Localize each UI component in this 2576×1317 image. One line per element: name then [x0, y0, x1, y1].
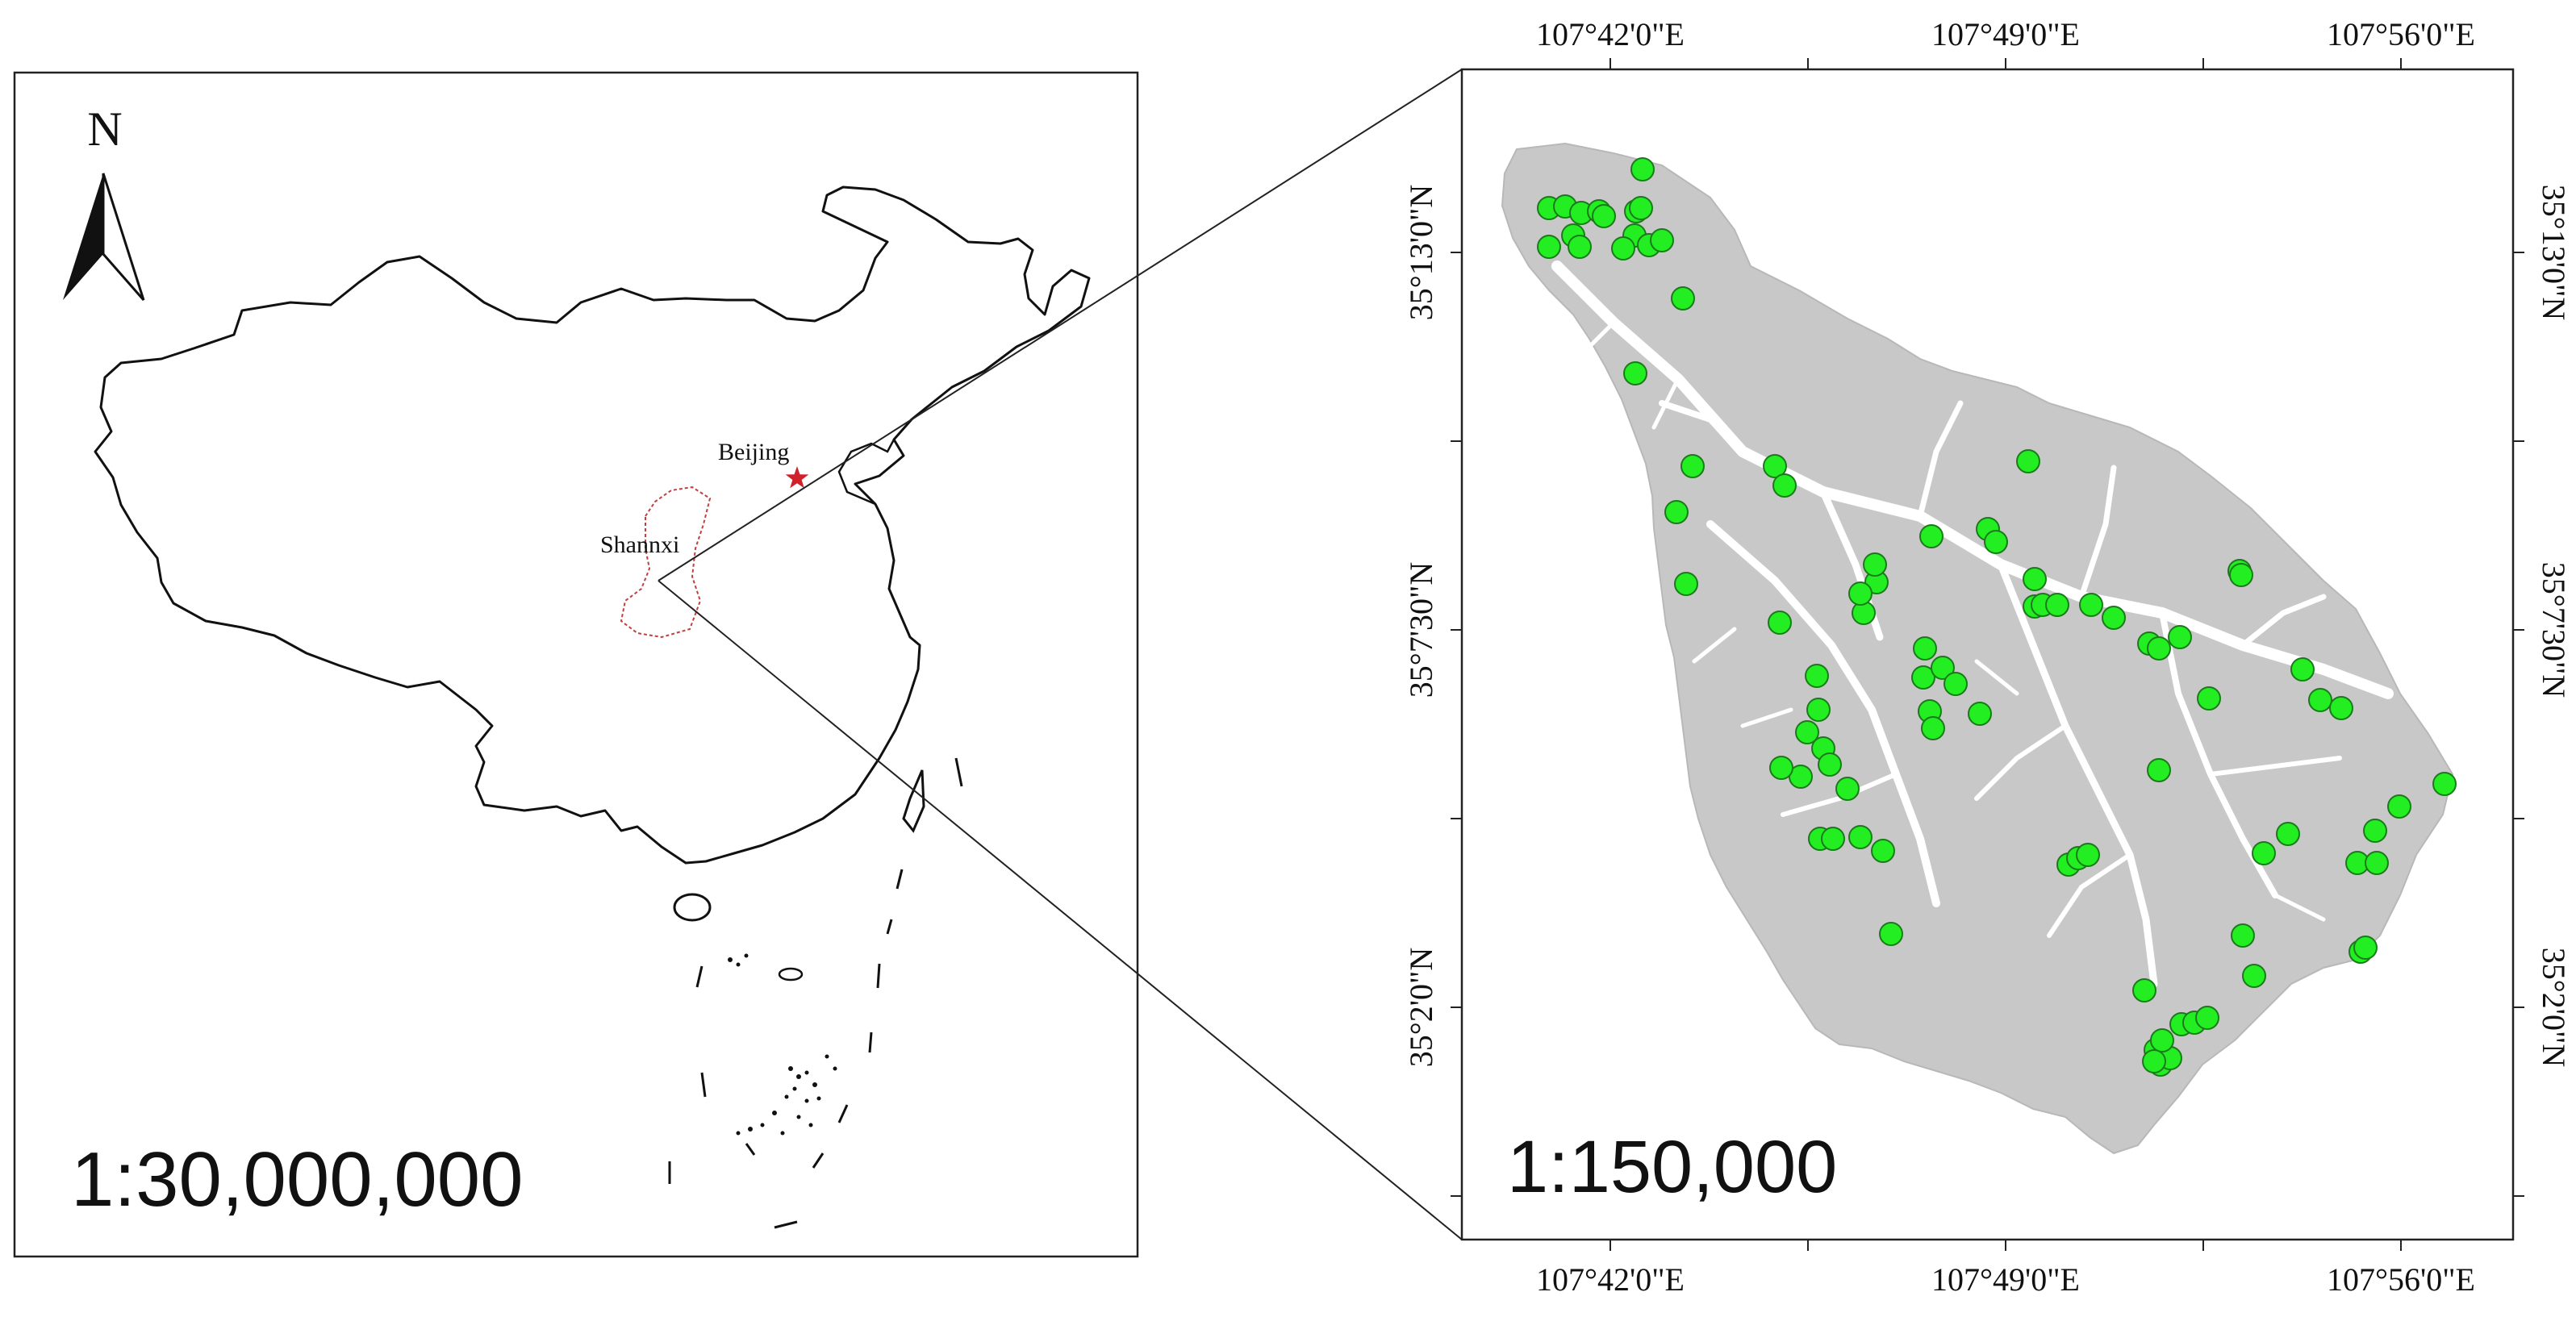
overview-map: N [13, 71, 1139, 1258]
bottom-tick-label-2: 107°49'0"E [1931, 1261, 2080, 1298]
sample-point-57 [2102, 606, 2126, 630]
sample-point-86 [2195, 1006, 2219, 1030]
sample-point-90 [2142, 1049, 2166, 1073]
sample-point-22 [1772, 473, 1797, 498]
study-area [1501, 143, 2453, 1154]
sample-point-74 [2252, 841, 2276, 865]
top-tick-label-1: 107°42'0"E [1536, 16, 1685, 52]
north-label: N [87, 102, 122, 156]
sample-point-65 [2290, 657, 2315, 681]
sample-point-88 [2365, 851, 2389, 875]
top-tick-label-2: 107°49'0"E [1931, 16, 2080, 52]
sample-point-48 [1919, 524, 1943, 548]
sample-point-38 [1848, 581, 1873, 606]
callout-lines [658, 69, 1463, 1240]
hainan-island [673, 893, 712, 922]
top-tick-label-3: 107°56'0"E [2327, 16, 2475, 52]
south-china-sea-dashes [668, 757, 963, 1229]
china-outline [94, 185, 1091, 865]
north-arrow-icon: N [63, 102, 145, 301]
sample-point-31 [1835, 777, 1860, 801]
sample-point-20 [1674, 572, 1698, 596]
sample-point-23 [1768, 611, 1792, 635]
sample-point-52 [2023, 567, 2047, 591]
south-sea-islets [728, 953, 837, 1136]
sample-point-40 [1879, 922, 1903, 946]
sample-point-18 [1680, 454, 1705, 478]
sample-point-45 [1921, 716, 1945, 740]
bottom-tick-label-3: 107°56'0"E [2327, 1261, 2475, 1298]
sample-point-66 [2308, 688, 2332, 712]
sample-point-33 [1821, 827, 1845, 851]
sample-point-25 [1806, 698, 1831, 722]
sample-point-17 [1623, 361, 1647, 386]
sample-point-43 [1943, 672, 1968, 696]
sample-point-34 [1848, 825, 1873, 849]
south-sea-island [778, 967, 804, 981]
sample-point-56 [2079, 593, 2103, 617]
red-star-icon [785, 466, 809, 489]
sample-point-60 [2168, 625, 2192, 649]
frame-ticks [1451, 58, 2524, 1251]
sample-point-29 [1769, 756, 1793, 780]
sample-point-10 [1630, 157, 1655, 181]
sample-point-7 [1568, 235, 1592, 259]
taiwan-island [902, 769, 925, 833]
sample-point-62 [2197, 686, 2221, 711]
sample-point-41 [1911, 665, 1935, 690]
sample-point-26 [1795, 720, 1819, 744]
sample-point-5 [1537, 235, 1561, 259]
sample-point-75 [2276, 822, 2300, 846]
left-tick-label-2: 35°7'30"N [1403, 562, 1439, 698]
sample-point-73 [2242, 964, 2266, 988]
sample-point-87 [2150, 1028, 2174, 1052]
sample-points [1537, 157, 2457, 1077]
detail-scale-text: 1:150,000 [1507, 1126, 1837, 1208]
sample-point-19 [1664, 500, 1689, 524]
sample-point-30 [1818, 752, 1842, 777]
sample-point-12 [1629, 196, 1653, 220]
sample-point-64 [2229, 563, 2253, 587]
detail-map: 107°42'0"E 107°49'0"E 107°56'0"E 107°42'… [1403, 16, 2572, 1298]
bottom-tick-label-1: 107°42'0"E [1536, 1261, 1685, 1298]
sample-point-78 [2387, 794, 2411, 819]
sample-point-39 [1863, 552, 1887, 577]
left-tick-label-1: 35°13'0"N [1403, 185, 1439, 320]
sample-point-72 [2231, 923, 2255, 948]
sample-point-51 [2016, 449, 2040, 473]
sample-point-35 [1871, 839, 1895, 863]
sample-point-24 [1805, 664, 1829, 688]
sample-point-61 [2147, 758, 2171, 782]
sample-point-59 [2147, 636, 2171, 661]
shannxi-label: Shannxi [600, 531, 679, 558]
left-tick-label-3: 35°2'0"N [1403, 948, 1439, 1067]
sample-point-50 [1984, 530, 2008, 554]
right-tick-label-3: 35°2'0"N [2536, 948, 2572, 1067]
sample-point-70 [2076, 843, 2100, 867]
overview-scale-text: 1:30,000,000 [71, 1136, 524, 1223]
right-tick-label-1: 35°13'0"N [2536, 185, 2572, 320]
sample-point-55 [2045, 593, 2069, 617]
sample-point-77 [2363, 819, 2387, 843]
sample-point-46 [1968, 702, 1992, 726]
sample-point-42 [1931, 656, 1955, 680]
shaanxi-province-outline [620, 486, 712, 639]
right-tick-label-2: 35°7'30"N [2536, 562, 2572, 698]
sample-point-79 [2432, 772, 2457, 796]
sample-point-16 [1671, 286, 1695, 310]
sample-point-13 [1611, 236, 1635, 260]
sample-point-89 [2353, 936, 2378, 960]
bohai-coast [837, 439, 896, 506]
sample-point-21 [1763, 454, 1787, 478]
sample-point-8 [1592, 204, 1616, 228]
sample-point-47 [1913, 636, 1937, 661]
sample-point-15 [1650, 228, 1674, 252]
beijing-label: Beijing [718, 439, 789, 465]
sample-point-67 [2329, 696, 2353, 720]
sample-point-71 [2132, 978, 2156, 1002]
